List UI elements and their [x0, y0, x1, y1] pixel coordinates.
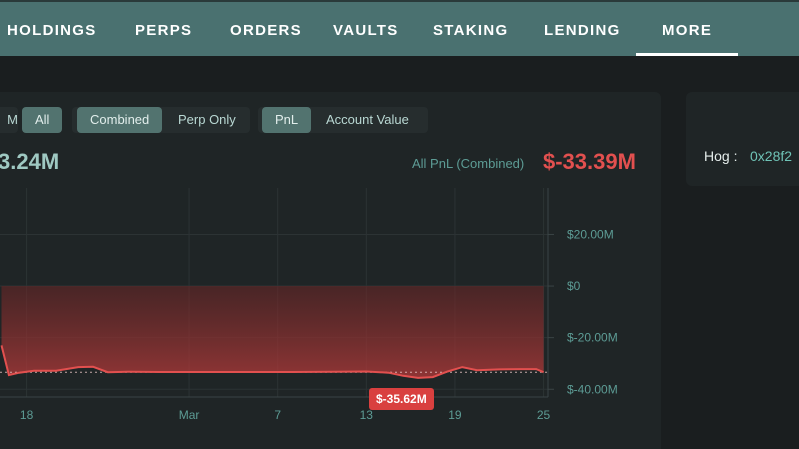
x-tick-label: 7 — [274, 408, 281, 422]
nav-tab-orders[interactable]: ORDERS — [230, 22, 302, 39]
nav-tab-perps[interactable]: PERPS — [135, 22, 193, 39]
nav-tab-staking[interactable]: STAKING — [433, 22, 509, 39]
chart-tooltip: $-35.62M — [369, 388, 434, 410]
x-tick-label: 18 — [20, 408, 34, 422]
range-pill-all[interactable]: All — [22, 107, 63, 133]
pnl-label: All PnL (Combined) — [412, 156, 525, 171]
metric-pnl-button[interactable]: PnL — [262, 107, 312, 133]
y-tick-label: $0 — [567, 279, 581, 293]
trader-address-link[interactable]: 0x28f2 — [750, 148, 793, 164]
x-axis: 18 Mar 7 13 19 25 — [0, 396, 551, 422]
x-tick-label: 25 — [537, 408, 551, 422]
chart-area-layer — [0, 286, 548, 379]
y-axis: $20.00M $0 $-20.00M $-40.00M — [547, 188, 618, 397]
trader-card — [686, 92, 799, 186]
nav-tab-more[interactable]: MORE — [635, 2, 739, 56]
top-nav: HOLDINGS PERPS ORDERS VAULTS STAKING LEN… — [0, 0, 799, 56]
scope-perp-only-button[interactable]: Perp Only — [178, 112, 236, 127]
x-tick-label: 19 — [448, 408, 462, 422]
range-pill-partial[interactable]: M — [0, 107, 18, 133]
nav-tab-holdings[interactable]: HOLDINGS — [7, 22, 97, 39]
y-tick-label: $-40.00M — [567, 382, 618, 396]
metric-account-value-button[interactable]: Account Value — [326, 112, 409, 127]
scope-combined-button[interactable]: Combined — [77, 107, 163, 133]
pnl-value: $-33.39M — [543, 149, 636, 174]
y-tick-label: $-20.00M — [567, 331, 618, 345]
account-value-partial: 3.24M — [0, 149, 60, 174]
y-tick-label: $20.00M — [567, 227, 614, 241]
pnl-chart[interactable]: $20.00M $0 $-20.00M $-40.00M 18 Mar 7 13 19 25 — [0, 0, 661, 449]
nav-tab-lending[interactable]: LENDING — [544, 22, 621, 39]
x-tick-label: Mar — [179, 408, 200, 422]
x-tick-label: 13 — [360, 408, 374, 422]
trader-label: Hog : — [704, 148, 738, 164]
pnl-area-fill — [1, 286, 544, 378]
pnl-series-line — [0, 345, 544, 379]
nav-tab-vaults[interactable]: VAULTS — [333, 22, 399, 39]
